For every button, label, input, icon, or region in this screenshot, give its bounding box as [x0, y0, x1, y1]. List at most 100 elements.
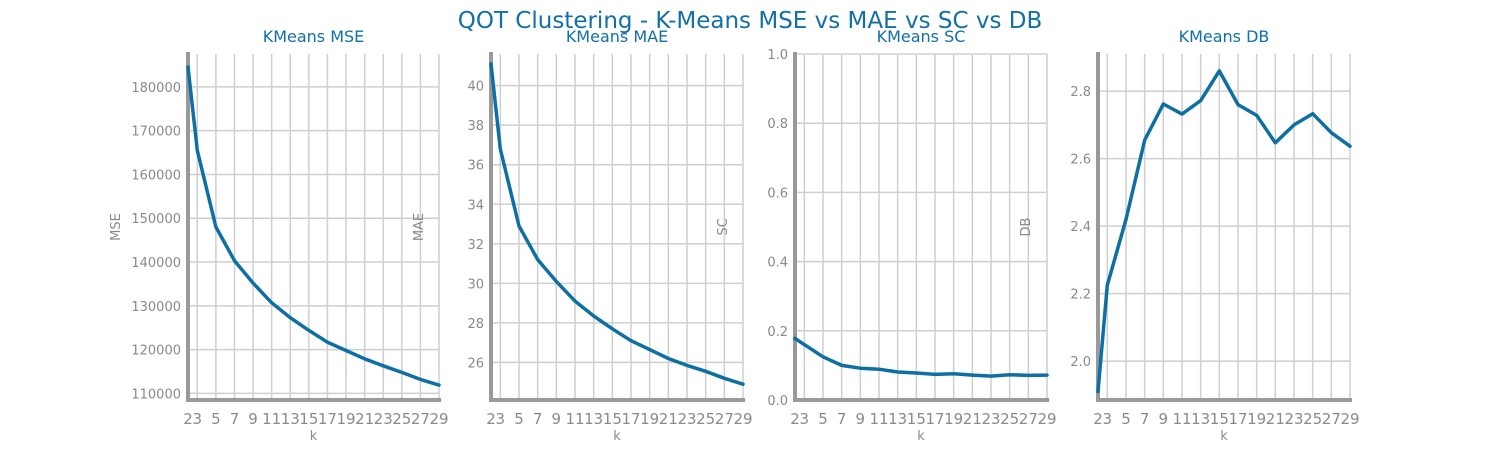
x-tick-label: 15	[1210, 410, 1229, 428]
x-tick-label: 11	[869, 410, 888, 428]
x-tick-label: 9	[856, 410, 866, 428]
panel-mse: 110000 120000 130000 140000 150000 160000 1700…	[109, 27, 449, 444]
x-axis-label: k	[310, 429, 318, 444]
y-tick-label: 0.4	[767, 256, 788, 271]
y-tick-label: 40	[467, 80, 484, 95]
y-tick-label: 1.0	[767, 48, 788, 63]
x-tick-label: 9	[552, 410, 562, 428]
x-tick-label: 19	[944, 410, 963, 428]
x-tick-label: 23	[677, 410, 696, 428]
x-tick-label: 2	[1093, 410, 1103, 428]
x-tick-label: 5	[1121, 410, 1131, 428]
panel-sc: 0.00.20.40.60.81.02 3 5 7 9 11 13 15 17 19 21 23 25 2…	[716, 27, 1057, 444]
x-tick-label: 21	[659, 410, 678, 428]
x-tick-label: 3	[193, 410, 203, 428]
x-tick-label: 15	[603, 410, 622, 428]
y-tick-label: 0.6	[767, 186, 788, 201]
y-tick-label: 28	[467, 317, 484, 332]
y-tick-label: 30	[467, 277, 484, 292]
y-axis-label: SC	[716, 218, 731, 235]
x-tick-label: 11	[1172, 410, 1191, 428]
x-axis-label: k	[1220, 429, 1228, 444]
y-axis-label: MAE	[412, 213, 427, 241]
y-tick-label: 110000	[131, 387, 181, 402]
y-tick-label: 160000	[131, 168, 181, 183]
panel-title: KMeans MSE	[263, 27, 365, 46]
series-line	[186, 65, 441, 387]
x-tick-label: 7	[1140, 410, 1150, 428]
y-tick-label: 2.0	[1070, 355, 1091, 370]
x-tick-label: 11	[565, 410, 584, 428]
x-axis-label: k	[917, 429, 925, 444]
x-tick-label: 27	[715, 410, 734, 428]
y-tick-label: 130000	[131, 300, 181, 315]
y-tick-label: 2.4	[1070, 220, 1091, 235]
x-tick-label: 3	[496, 410, 506, 428]
x-tick-label: 27	[411, 410, 430, 428]
x-tick-label: 7	[230, 410, 240, 428]
x-tick-label: 21	[1266, 410, 1285, 428]
y-tick-label: 0.8	[767, 117, 788, 132]
x-tick-label: 27	[1322, 410, 1341, 428]
x-tick-label: 17	[1228, 410, 1247, 428]
y-tick-label: 38	[467, 119, 484, 134]
x-tick-label: 3	[1103, 410, 1113, 428]
series-line	[489, 62, 745, 386]
y-tick-label: 34	[467, 198, 484, 213]
x-tick-label: 29	[733, 410, 752, 428]
x-tick-label: 17	[925, 410, 944, 428]
series-line	[1096, 69, 1352, 394]
x-tick-label: 19	[1247, 410, 1266, 428]
x-tick-label: 15	[907, 410, 926, 428]
y-tick-label: 150000	[131, 212, 181, 227]
x-tick-label: 5	[818, 410, 828, 428]
x-tick-label: 17	[318, 410, 337, 428]
figure-title: QOT Clustering - K-Means MSE vs MAE vs S…	[458, 8, 1043, 34]
y-tick-label: 180000	[131, 81, 181, 96]
x-tick-label: 3	[800, 410, 810, 428]
y-axis-label: MSE	[109, 213, 124, 241]
y-tick-label: 2.8	[1070, 85, 1091, 100]
x-tick-label: 15	[299, 410, 318, 428]
y-tick-label: 0.0	[767, 394, 788, 409]
y-tick-label: 2.6	[1070, 153, 1091, 168]
y-axis-label: DB	[1019, 218, 1034, 237]
x-tick-label: 23	[1284, 410, 1303, 428]
x-tick-label: 5	[211, 410, 221, 428]
y-tick-label: 0.2	[767, 325, 788, 340]
x-tick-label: 13	[1191, 410, 1210, 428]
y-tick-label: 32	[467, 238, 484, 253]
x-axis-label: k	[613, 429, 621, 444]
x-tick-label: 9	[248, 410, 258, 428]
x-tick-label: 23	[374, 410, 393, 428]
x-tick-label: 19	[640, 410, 659, 428]
x-tick-label: 13	[584, 410, 603, 428]
x-tick-label: 23	[981, 410, 1000, 428]
x-tick-label: 25	[696, 410, 715, 428]
x-tick-label: 25	[1000, 410, 1019, 428]
y-tick-label: 170000	[131, 125, 181, 140]
x-tick-label: 29	[1037, 410, 1056, 428]
panel-title: KMeans DB	[1179, 27, 1270, 46]
y-tick-label: 2.2	[1070, 288, 1091, 303]
x-tick-label: 2	[486, 410, 496, 428]
panel-title: KMeans SC	[877, 27, 966, 46]
x-tick-label: 25	[1303, 410, 1322, 428]
panel-db: 2.02.22.42.62.82 3 5 7 9 11 13 15 17 19 21 23 25 27 29…	[1019, 27, 1360, 444]
x-tick-label: 17	[621, 410, 640, 428]
y-tick-label: 120000	[131, 344, 181, 359]
x-tick-label: 21	[963, 410, 982, 428]
x-tick-label: 7	[837, 410, 847, 428]
y-tick-label: 140000	[131, 256, 181, 271]
x-tick-label: 2	[183, 410, 193, 428]
x-tick-label: 19	[336, 410, 355, 428]
x-tick-label: 9	[1159, 410, 1169, 428]
series-line	[793, 336, 1049, 378]
x-tick-label: 29	[429, 410, 448, 428]
x-tick-label: 29	[1340, 410, 1359, 428]
panel-title: KMeans MAE	[566, 27, 668, 46]
x-tick-label: 5	[514, 410, 524, 428]
y-tick-label: 26	[467, 356, 484, 371]
